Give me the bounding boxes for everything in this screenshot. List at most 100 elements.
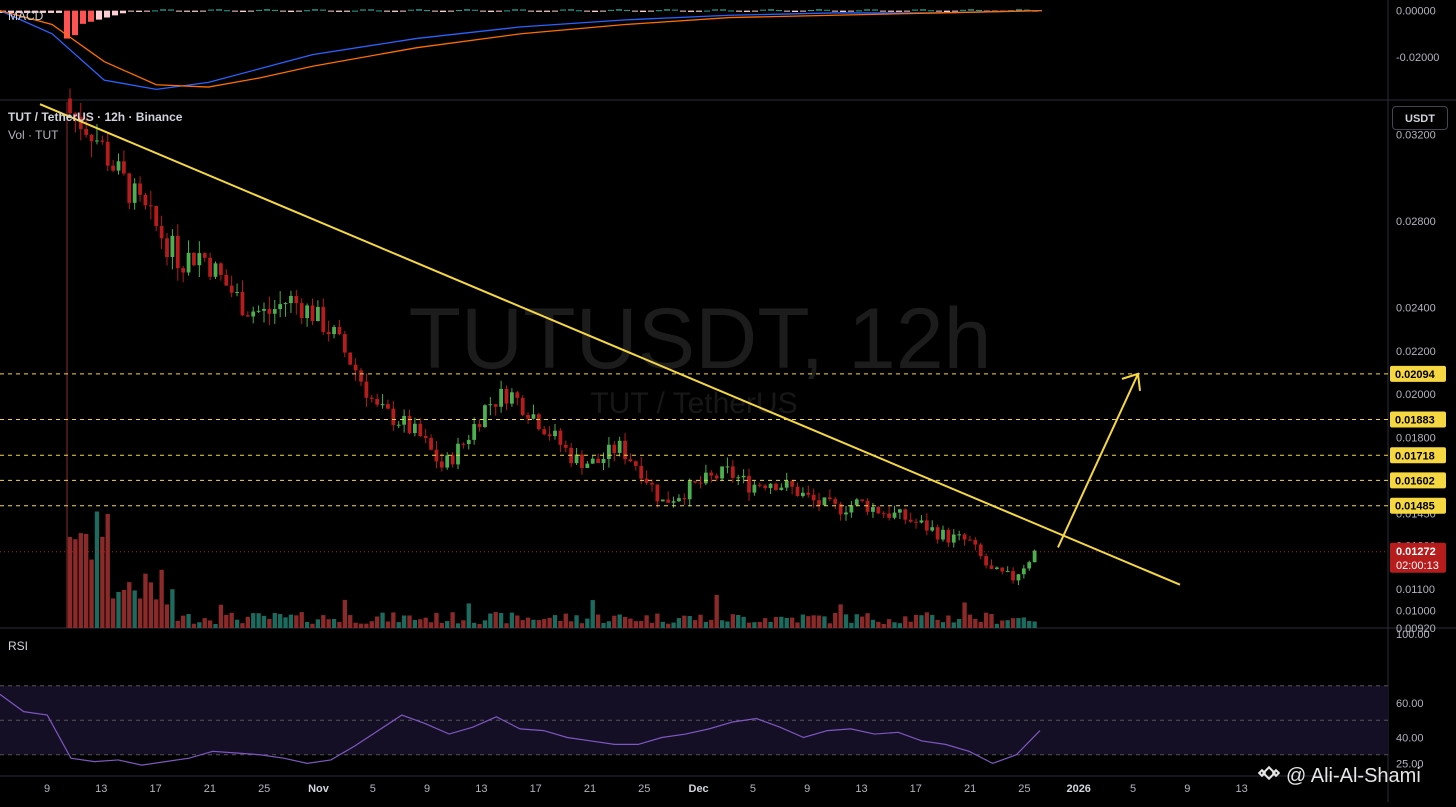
volume-bar	[256, 613, 261, 628]
candle-body	[283, 303, 288, 305]
volume-bar	[757, 622, 762, 628]
candle-body	[272, 309, 277, 314]
macd-histogram-bar	[336, 10, 342, 12]
volume-bar	[860, 616, 865, 628]
macd-histogram-bar	[152, 10, 158, 12]
macd-histogram-bar	[344, 10, 350, 12]
volume-bar	[245, 616, 250, 628]
candle-body	[973, 540, 978, 545]
macd-histogram-bar	[496, 10, 502, 12]
currency-unit-button[interactable]: USDT	[1392, 106, 1448, 130]
volume-bar	[331, 618, 337, 628]
macd-histogram-bar	[192, 10, 198, 12]
volume-bar	[1000, 620, 1005, 628]
volume-bar	[105, 513, 110, 628]
volume-bar	[299, 612, 304, 628]
macd-histogram-bar	[880, 10, 886, 12]
author-watermark: @ Ali-Al-Shami	[1257, 762, 1421, 790]
candle-body	[790, 481, 794, 487]
macd-histogram-bar	[768, 9, 774, 11]
candle-body	[391, 408, 396, 425]
volume-bar	[337, 622, 342, 628]
volume-bar	[1021, 617, 1026, 628]
symbol-header[interactable]: TUT / TetherUS · 12h · Binance	[8, 110, 182, 124]
volume-bar	[574, 615, 579, 628]
candle-body	[709, 472, 714, 476]
macd-histogram-bar	[272, 9, 278, 11]
macd-histogram-bar	[824, 9, 830, 11]
macd-histogram-bar	[664, 9, 670, 11]
candle-body	[510, 392, 514, 404]
candle-body	[359, 370, 363, 382]
macd-histogram-bar	[464, 9, 470, 11]
candle-body	[170, 235, 175, 257]
candle-body	[784, 481, 789, 488]
candle-body	[262, 308, 266, 311]
volume-bar	[951, 622, 956, 628]
candle-body	[245, 315, 250, 317]
macd-histogram-bar	[392, 10, 398, 12]
candle-body	[148, 205, 153, 207]
level-price-label: 0.01602	[1395, 475, 1435, 487]
volume-bar	[660, 621, 665, 628]
candle-body	[175, 235, 180, 269]
candle-body	[876, 507, 881, 514]
macd-histogram-bar	[720, 9, 726, 11]
time-axis-tick: 13	[95, 783, 107, 795]
time-axis-tick: 21	[964, 783, 976, 795]
macd-histogram-bar	[640, 10, 646, 13]
candle-body	[774, 483, 778, 490]
volume-bar	[768, 621, 773, 628]
candle-body	[348, 352, 353, 365]
volume-bar	[989, 614, 994, 628]
candle-body	[299, 303, 304, 319]
candle-body	[316, 306, 320, 322]
candle-body	[337, 327, 342, 335]
volume-bar	[558, 620, 563, 628]
candle-body	[235, 292, 239, 294]
macd-histogram-bar	[8, 10, 14, 13]
candle-body	[1005, 571, 1010, 573]
macd-histogram-bar	[832, 10, 838, 12]
volume-bar	[294, 615, 299, 628]
macd-histogram-bar	[808, 10, 814, 12]
candle-body	[687, 481, 692, 500]
volume-bar	[542, 619, 547, 628]
candle-body	[321, 306, 326, 332]
volume-bar	[1010, 618, 1016, 628]
candle-body	[466, 439, 471, 445]
volume-bar	[132, 590, 137, 628]
volume-bar	[148, 582, 153, 628]
macd-histogram-bar	[928, 10, 934, 12]
rsi-axis-tick: 60.00	[1396, 698, 1424, 710]
macd-histogram-bar	[328, 10, 334, 12]
candle-body	[515, 392, 520, 398]
candle-body	[68, 98, 72, 114]
volume-bar	[612, 615, 617, 628]
projection-arrow-line	[1057, 373, 1139, 548]
time-axis-tick: 13	[1235, 783, 1247, 795]
volume-bar	[504, 623, 509, 628]
candle-body	[660, 499, 665, 502]
candle-body	[644, 478, 649, 483]
volume-bar	[741, 616, 746, 628]
macd-histogram-bar	[688, 10, 694, 12]
macd-histogram-bar	[592, 10, 598, 13]
macd-histogram-bar	[256, 9, 262, 11]
candle-body	[73, 113, 78, 117]
volume-bar	[272, 613, 277, 628]
volume-bar	[730, 614, 735, 628]
macd-histogram-bar	[856, 10, 862, 12]
candle-body	[704, 472, 708, 484]
candle-body	[725, 466, 730, 468]
macd-histogram-bar	[288, 10, 294, 13]
candle-body	[962, 534, 967, 540]
candle-body	[229, 285, 234, 293]
volume-label: Vol · TUT	[8, 128, 59, 142]
macd-pane-label: MACD	[8, 9, 44, 23]
volume-bar	[197, 622, 202, 628]
current-price-label: 0.01272	[1396, 546, 1436, 558]
volume-bar	[191, 623, 197, 628]
